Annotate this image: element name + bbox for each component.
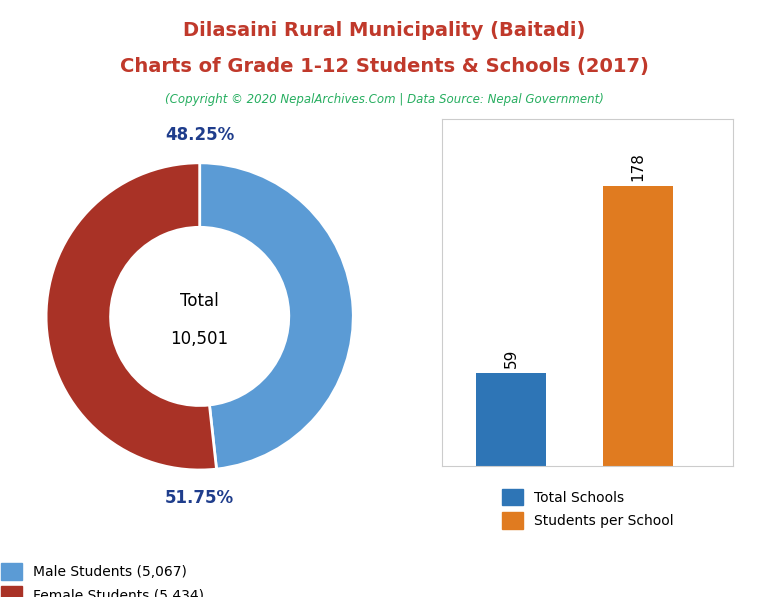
Text: (Copyright © 2020 NepalArchives.Com | Data Source: Nepal Government): (Copyright © 2020 NepalArchives.Com | Da…	[164, 93, 604, 106]
Wedge shape	[200, 163, 353, 469]
Legend: Total Schools, Students per School: Total Schools, Students per School	[496, 483, 679, 535]
Text: Dilasaini Rural Municipality (Baitadi): Dilasaini Rural Municipality (Baitadi)	[183, 21, 585, 40]
Bar	[476, 373, 546, 466]
Text: 51.75%: 51.75%	[165, 489, 234, 507]
Text: Total: Total	[180, 292, 219, 310]
Text: 48.25%: 48.25%	[165, 126, 234, 144]
Text: 178: 178	[631, 152, 646, 181]
Wedge shape	[46, 163, 217, 470]
Text: 59: 59	[504, 349, 519, 368]
Text: Charts of Grade 1-12 Students & Schools (2017): Charts of Grade 1-12 Students & Schools …	[120, 57, 648, 76]
Text: 10,501: 10,501	[170, 331, 229, 349]
Legend: Male Students (5,067), Female Students (5,434): Male Students (5,067), Female Students (…	[0, 557, 210, 597]
Bar	[604, 186, 674, 466]
